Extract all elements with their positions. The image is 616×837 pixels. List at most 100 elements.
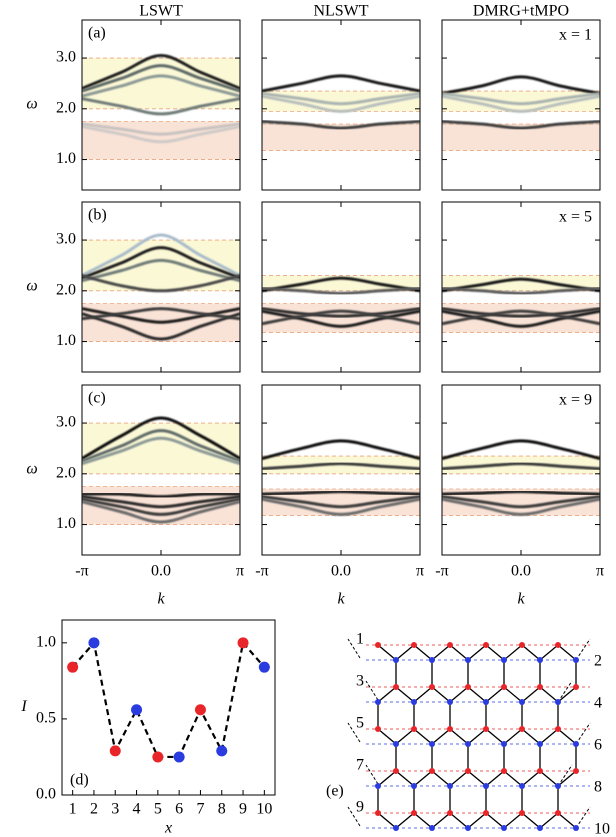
site <box>555 699 561 705</box>
site <box>483 783 489 789</box>
x-tick-label: 2 <box>90 801 98 818</box>
y-label: ω <box>26 278 37 295</box>
spectral-band <box>82 97 240 116</box>
spectral-band <box>82 74 240 98</box>
edge-bond <box>347 722 361 743</box>
bond <box>431 644 451 661</box>
x-tick-label: 0.0 <box>331 563 351 580</box>
edge-bond <box>575 638 591 661</box>
x-tick-label: 10 <box>256 801 272 818</box>
edge-bond <box>575 722 591 745</box>
column-title: LSWT <box>139 3 183 20</box>
site <box>393 825 399 831</box>
bond <box>449 812 469 829</box>
bond <box>377 770 397 787</box>
bond <box>485 812 505 829</box>
site <box>483 699 489 705</box>
bond <box>557 728 577 745</box>
x-tick-label: 6 <box>175 801 183 818</box>
spectral-band <box>262 276 420 293</box>
edge-bond <box>365 764 379 785</box>
x-label: k <box>517 591 525 608</box>
spectral-band <box>82 64 240 93</box>
spectral-band <box>82 436 240 466</box>
edge-bond <box>557 680 573 703</box>
x-tick-label: 7 <box>196 801 204 818</box>
panel <box>82 233 240 342</box>
panel <box>442 75 600 151</box>
annotation: x = 5 <box>559 209 592 226</box>
panel-label: (d) <box>70 772 89 789</box>
site <box>519 642 525 648</box>
y-label: ω <box>26 96 37 113</box>
x-label: x <box>164 820 172 837</box>
y-label: ω <box>26 461 37 478</box>
bond <box>539 728 559 745</box>
site <box>519 699 525 705</box>
y-tick-label: 1.0 <box>56 332 76 349</box>
spectral-band <box>82 492 240 499</box>
spectral-band <box>262 495 420 509</box>
panel <box>82 416 240 525</box>
point <box>237 637 249 649</box>
x-tick-label: 0.0 <box>511 563 531 580</box>
site <box>537 825 543 831</box>
y-tick-label: 1.0 <box>56 150 76 167</box>
bond <box>557 644 577 661</box>
bond <box>395 770 415 787</box>
site <box>519 783 525 789</box>
bond <box>539 686 559 703</box>
panel <box>82 54 240 160</box>
site <box>375 726 381 732</box>
spectral-band <box>82 307 240 321</box>
bond <box>485 728 505 745</box>
edge-bond <box>347 638 361 659</box>
site <box>429 657 435 663</box>
point <box>67 661 79 673</box>
bond <box>467 812 487 829</box>
panel <box>442 439 600 516</box>
site <box>375 642 381 648</box>
spectral-band <box>82 500 240 524</box>
row-label: 6 <box>594 737 602 754</box>
spectral-band <box>262 439 420 461</box>
row-label: 8 <box>594 779 602 796</box>
bond <box>449 644 469 661</box>
point <box>109 745 121 757</box>
spectral-band <box>442 309 600 328</box>
site <box>573 684 579 690</box>
panel <box>262 74 420 151</box>
spectral-band <box>442 286 600 295</box>
y-tick-label: 1.0 <box>56 515 76 532</box>
spectral-band <box>442 119 600 130</box>
bond <box>467 770 487 787</box>
point <box>173 751 185 763</box>
bond <box>431 770 451 787</box>
bond <box>377 686 397 703</box>
spectral-band <box>262 92 420 106</box>
site <box>429 768 435 774</box>
bond <box>521 644 541 661</box>
y-tick-label: 3.0 <box>56 49 76 66</box>
site <box>393 684 399 690</box>
spectral-band <box>262 309 420 328</box>
site <box>555 810 561 816</box>
site <box>411 783 417 789</box>
site <box>393 768 399 774</box>
spectral-band <box>82 54 240 90</box>
bond <box>413 812 433 829</box>
panel-label: (e) <box>326 783 344 800</box>
point <box>131 704 143 716</box>
site <box>573 825 579 831</box>
edge-bond <box>347 806 361 827</box>
x-tick-label: -π <box>435 563 448 580</box>
spectral-band <box>262 497 420 516</box>
bond <box>431 812 451 829</box>
spectral-band <box>262 490 420 496</box>
spectral-band <box>262 309 420 326</box>
bond <box>395 644 415 661</box>
site <box>393 657 399 663</box>
point <box>194 704 206 716</box>
site <box>537 768 543 774</box>
y-tick-label: 3.0 <box>56 231 76 248</box>
